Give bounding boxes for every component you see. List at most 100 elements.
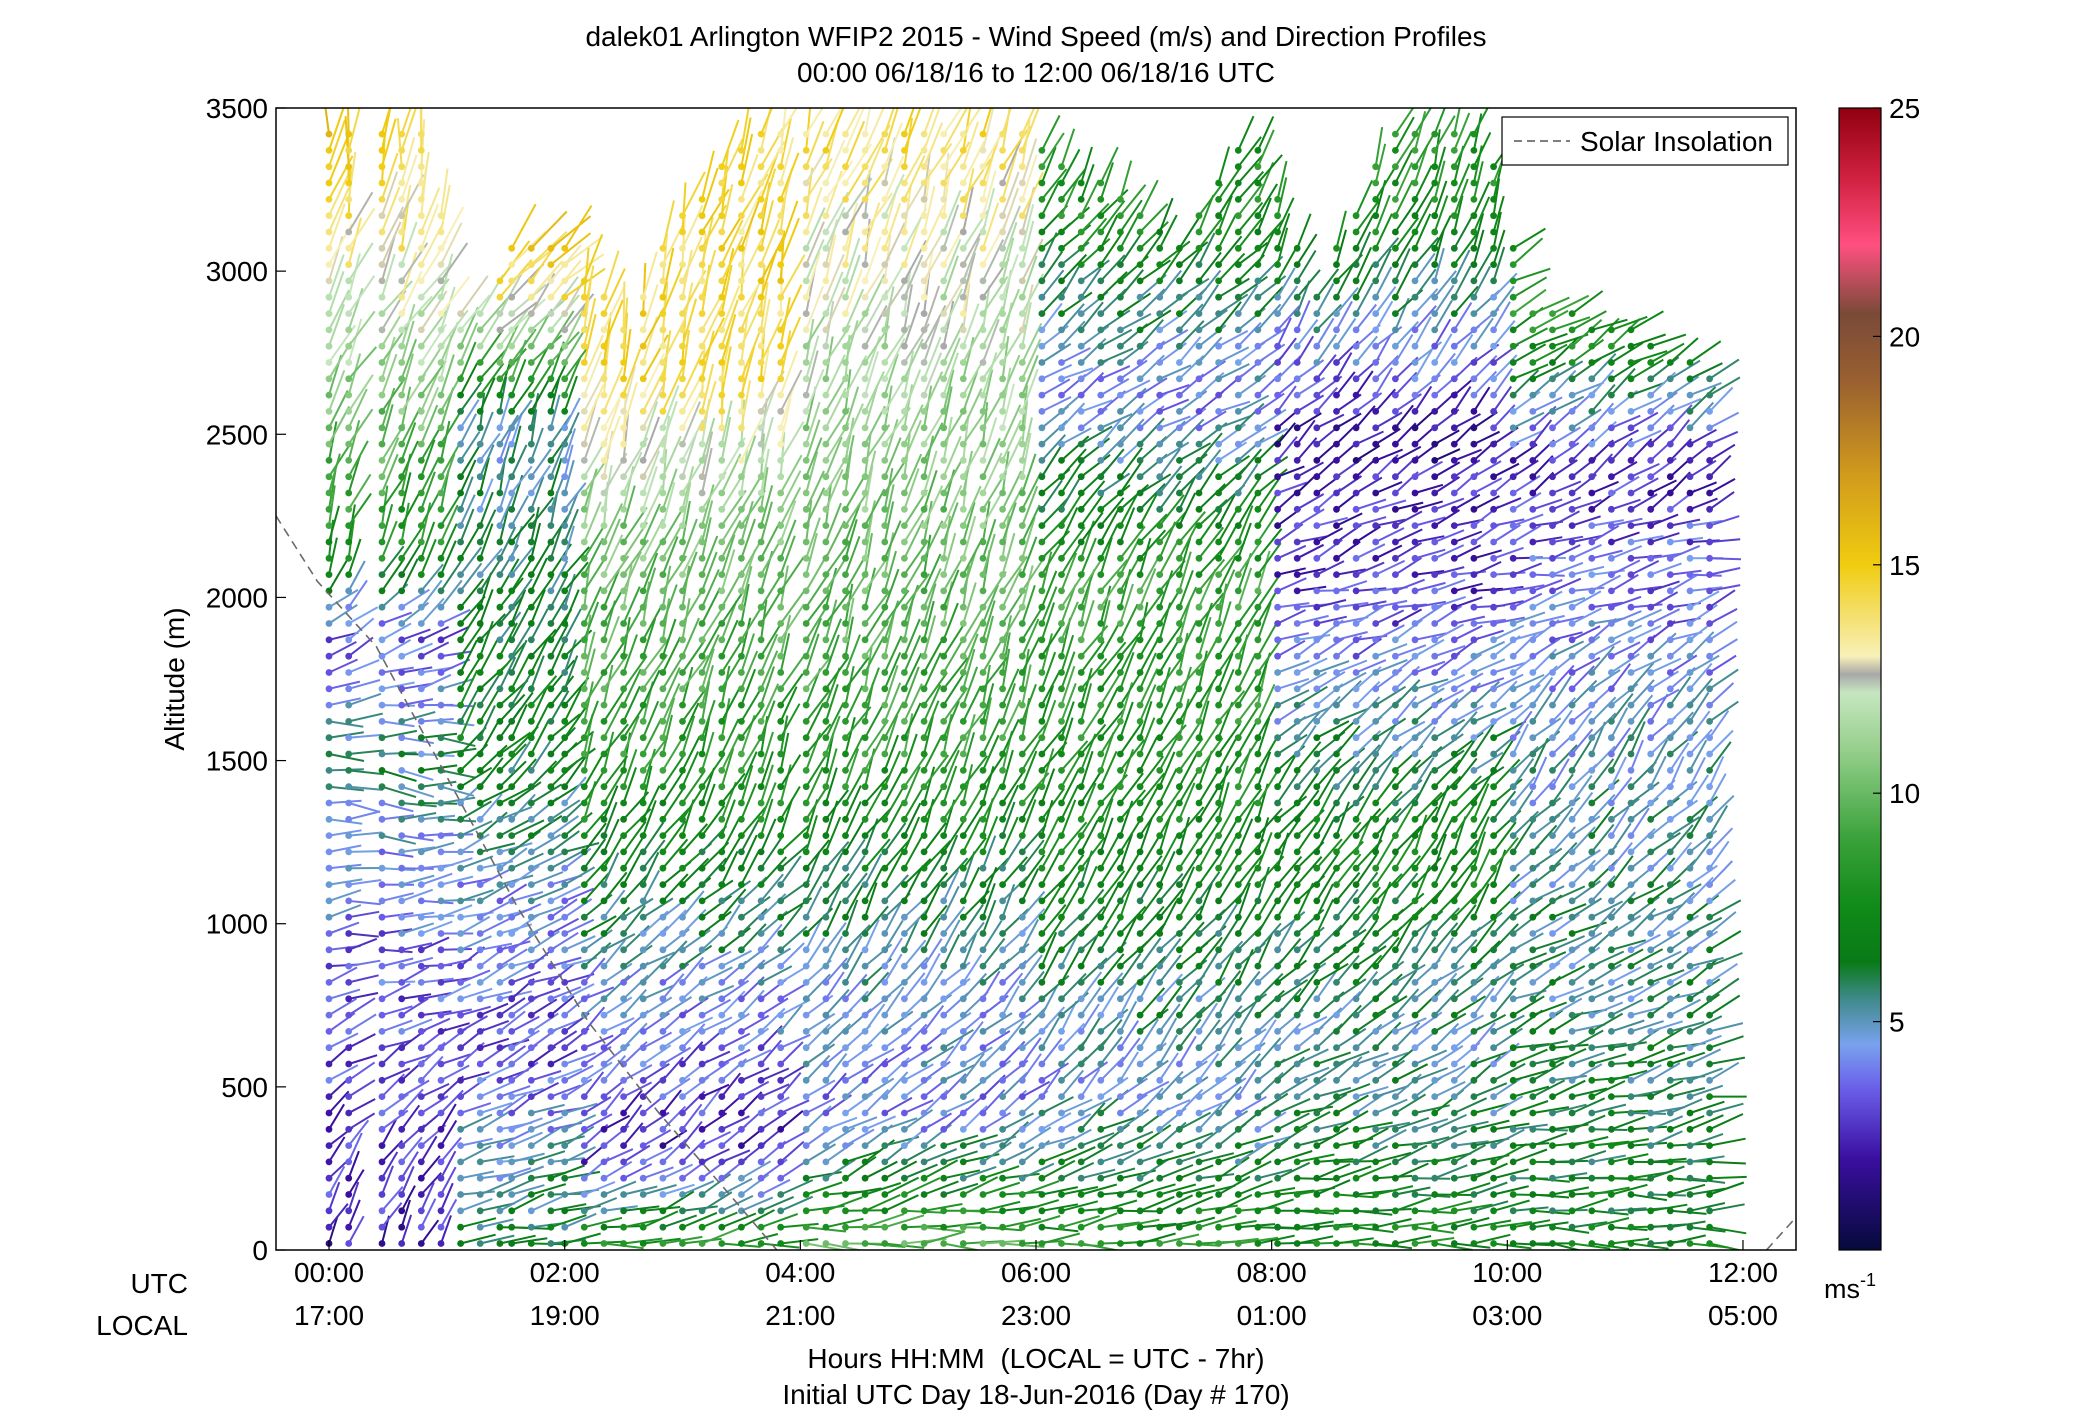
- wind-barb-dot: [679, 1093, 686, 1100]
- wind-barb-dot: [999, 718, 1006, 725]
- wind-barb-dot: [757, 1044, 765, 1052]
- wind-barb-dot: [679, 1142, 686, 1149]
- wind-barb-dot: [561, 326, 569, 334]
- wind-barb-dot: [600, 815, 608, 823]
- wind-barb-dot: [861, 946, 869, 954]
- wind-barb-dot: [476, 995, 484, 1003]
- wind-barb-shaft: [511, 1029, 540, 1049]
- wind-barb-dot: [527, 505, 535, 513]
- wind-barb-dot: [527, 864, 535, 872]
- wind-barb-dot: [1038, 391, 1046, 399]
- wind-barb-shaft: [623, 944, 653, 967]
- wind-barb-dot: [940, 457, 948, 464]
- wind-barb-dot: [398, 734, 406, 742]
- wind-barb-dot: [639, 897, 647, 905]
- wind-barb-dot: [659, 783, 667, 791]
- wind-barb-shaft: [510, 703, 528, 739]
- wind-barb-dot: [777, 587, 785, 595]
- wind-barb-shaft: [347, 408, 374, 445]
- wind-barb-dot: [378, 196, 386, 203]
- wind-barb-shaft: [564, 1078, 593, 1098]
- wind-barb-dot: [777, 652, 785, 660]
- wind-barb-shaft: [623, 1064, 653, 1082]
- wind-barb-shaft: [420, 521, 436, 559]
- wind-barb-shaft: [681, 786, 705, 820]
- wind-barb-shaft: [564, 253, 605, 282]
- wind-barb-dot: [620, 505, 627, 513]
- wind-barb-shaft: [440, 1064, 470, 1082]
- wind-barb-dot: [1038, 310, 1046, 317]
- wind-barb-dot: [476, 1076, 484, 1084]
- wind-barb-dot: [527, 962, 535, 970]
- wind-barb-dot: [979, 342, 987, 350]
- wind-barb-dot: [777, 962, 785, 970]
- wind-barb-dot: [920, 505, 928, 513]
- wind-barb-dot: [842, 489, 849, 497]
- wind-barb-dot: [999, 881, 1006, 888]
- wind-barb-shaft: [479, 793, 503, 820]
- wind-barb-dot: [861, 1142, 869, 1149]
- wind-barb-dot: [679, 1207, 686, 1215]
- wind-barb-shaft: [400, 251, 418, 298]
- wind-barb-dot: [822, 1174, 830, 1182]
- wind-barb-shaft: [603, 415, 621, 461]
- wind-barb-dot: [757, 196, 765, 203]
- wind-barb-dot: [1038, 1093, 1046, 1100]
- wind-barb-dot: [679, 718, 686, 725]
- wind-barb-shaft: [550, 1018, 582, 1033]
- wind-barb-shaft: [440, 875, 474, 886]
- wind-barb-dot: [600, 457, 608, 464]
- wind-barb-shaft: [499, 874, 534, 886]
- wind-barb-shaft: [328, 589, 359, 609]
- wind-barb-shaft: [460, 820, 493, 837]
- wind-barb-dot: [881, 930, 889, 937]
- wind-barb-dot: [639, 359, 647, 366]
- wind-barb-shaft: [550, 624, 569, 657]
- wind-barb-dot: [718, 1142, 726, 1149]
- wind-barb-dot: [777, 408, 785, 415]
- wind-barb-shaft: [440, 440, 462, 478]
- wind-barb-dot: [698, 1044, 706, 1052]
- wind-barb-shaft: [564, 1146, 596, 1163]
- wind-barb-dot: [325, 1028, 333, 1035]
- wind-barb-shaft: [661, 584, 678, 624]
- wind-barb-dot: [901, 505, 908, 513]
- wind-barb-shaft: [510, 793, 536, 820]
- wind-barb-shaft: [381, 1005, 413, 1017]
- wind-barb-dot: [345, 326, 353, 334]
- wind-barb-dot: [959, 554, 967, 562]
- wind-barb-dot: [1038, 1109, 1046, 1117]
- wind-barb-dot: [659, 587, 667, 595]
- wind-barb-dot: [561, 767, 569, 774]
- wind-barb-dot: [999, 799, 1006, 807]
- wind-barb-shaft: [347, 560, 366, 592]
- wind-barb-shaft: [459, 656, 482, 690]
- wind-barb-dot: [861, 342, 869, 350]
- wind-barb-shaft: [642, 618, 657, 657]
- wind-barb-shaft: [550, 592, 571, 625]
- wind-barb-dot: [508, 962, 516, 970]
- wind-barb-shaft: [348, 1033, 376, 1049]
- wind-barb-dot: [398, 228, 406, 236]
- wind-barb-dot: [1018, 881, 1026, 888]
- wind-barb-dot: [1018, 962, 1026, 970]
- wind-barb-dot: [959, 669, 967, 676]
- wind-barb-dot: [842, 864, 849, 872]
- wind-barb-shaft: [564, 866, 596, 886]
- wind-barb-dot: [476, 603, 484, 611]
- wind-barb-dot: [822, 603, 830, 611]
- wind-barb-dot: [777, 1011, 785, 1019]
- wind-barb-dot: [679, 375, 686, 383]
- wind-barb-dot: [417, 832, 425, 839]
- wind-barb-dot: [561, 261, 569, 268]
- wind-barb-dot: [561, 1109, 569, 1117]
- wind-barb-dot: [639, 342, 647, 350]
- wind-barb-dot: [757, 734, 765, 742]
- wind-barb-dot: [476, 489, 484, 497]
- wind-barb-dot: [547, 244, 555, 252]
- wind-barb-dot: [496, 310, 504, 317]
- wind-barb-dot: [325, 505, 333, 513]
- wind-barb-dot: [417, 277, 425, 285]
- wind-barb-dot: [920, 522, 928, 529]
- wind-barb-dot: [940, 1060, 948, 1068]
